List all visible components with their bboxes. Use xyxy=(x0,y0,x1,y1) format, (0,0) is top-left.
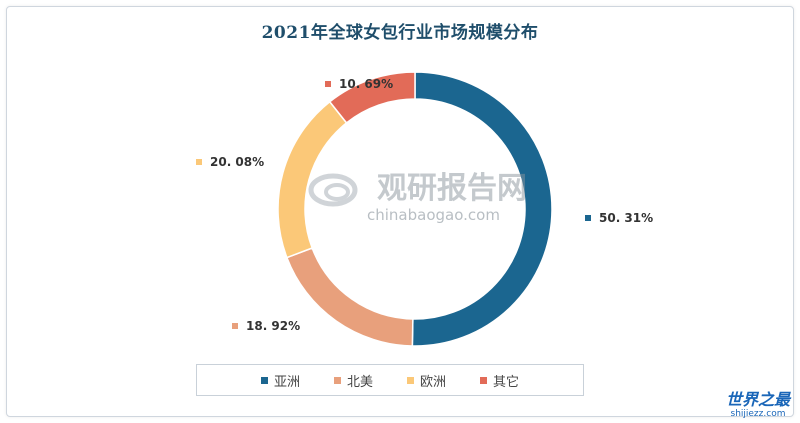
donut-slice-3 xyxy=(277,100,348,259)
legend-item-2: 北美 xyxy=(333,371,373,390)
data-label-2: 18. 92% xyxy=(246,319,300,333)
legend-item-3: 欧洲 xyxy=(407,371,446,390)
data-label-1: 50. 31% xyxy=(599,211,653,225)
legend-swatch xyxy=(407,376,414,384)
legend-label: 亚洲 xyxy=(273,374,300,390)
chart-title: 2021年全球女包行业市场规模分布 xyxy=(261,23,539,43)
legend-item-1: 亚洲 xyxy=(260,371,300,390)
chart-legend: 亚洲 北美 欧洲 其它 xyxy=(196,364,584,396)
legend-swatch xyxy=(480,376,488,384)
data-label-swatch-4 xyxy=(325,81,331,87)
legend-label: 欧洲 xyxy=(420,374,447,390)
corner-logo-main: 世界之最 xyxy=(725,390,790,409)
legend-swatch xyxy=(260,376,268,384)
corner-logo-sub: shijiezz.com xyxy=(730,409,786,419)
data-label-4: 10. 69% xyxy=(339,77,393,91)
donut-slice-1 xyxy=(411,71,553,347)
legend-label: 其它 xyxy=(493,374,520,390)
data-label-swatch-1 xyxy=(585,215,591,221)
data-label-swatch-2 xyxy=(232,323,238,329)
watermark-brand: 观研报告网 xyxy=(377,171,527,206)
corner-logo: 世界之最 shijiezz.com xyxy=(725,390,790,420)
watermark-url: chinabaogao.com xyxy=(367,206,500,224)
donut-slice-4 xyxy=(328,71,416,124)
data-label-swatch-3 xyxy=(196,159,202,165)
legend-item-4: 其它 xyxy=(480,371,519,390)
watermark: 观研报告网 chinabaogao.com xyxy=(308,171,527,224)
donut-slice-2 xyxy=(285,247,414,347)
data-label-3: 20. 08% xyxy=(210,155,264,169)
legend-label: 北美 xyxy=(346,374,373,390)
watermark-logo-icon xyxy=(308,173,358,207)
legend-swatch xyxy=(333,376,341,384)
